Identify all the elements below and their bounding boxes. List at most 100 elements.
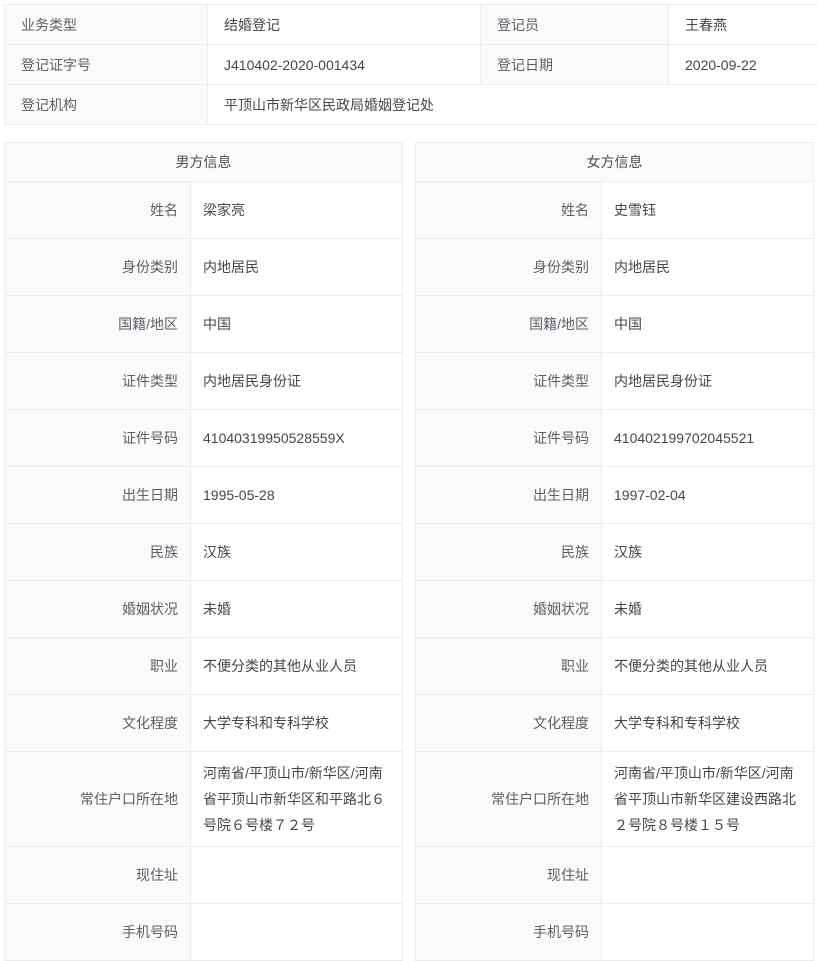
male-id-type-label: 证件类型: [5, 353, 191, 410]
male-household-address-value: 河南省/平顶山市/新华区/河南省平顶山市新华区和平路北６号院６号楼７２号: [191, 752, 403, 847]
table-row: 国籍/地区 中国: [5, 296, 402, 353]
male-education-label: 文化程度: [5, 695, 191, 752]
table-row: 现住址: [5, 847, 402, 904]
table-row: 身份类别 内地居民: [5, 239, 402, 296]
male-household-address-label: 常住户口所在地: [5, 752, 191, 847]
table-row: 出生日期 1995-05-28: [5, 467, 402, 524]
female-ethnicity-value: 汉族: [602, 524, 814, 581]
female-current-address-value: [602, 847, 814, 904]
female-phone-label: 手机号码: [416, 904, 602, 961]
male-marital-status-value: 未婚: [191, 581, 403, 638]
table-row: 证件号码 41040319950528559X: [5, 410, 402, 467]
female-marital-status-label: 婚姻状况: [416, 581, 602, 638]
registration-date-value: 2020-09-22: [669, 45, 817, 85]
female-household-address-label: 常住户口所在地: [416, 752, 602, 847]
female-id-number-label: 证件号码: [416, 410, 602, 467]
table-row: 证件类型 内地居民身份证: [416, 353, 813, 410]
female-name-label: 姓名: [416, 182, 602, 239]
female-info-panel: 女方信息 姓名 史雪钰 身份类别 内地居民 国籍/地区 中国: [415, 142, 814, 961]
table-row: 婚姻状况 未婚: [416, 581, 813, 638]
table-row: 姓名 史雪钰: [416, 182, 813, 239]
female-ethnicity-label: 民族: [416, 524, 602, 581]
female-birth-date-label: 出生日期: [416, 467, 602, 524]
male-info-panel: 男方信息 姓名 梁家亮 身份类别 内地居民 国籍/地区 中国: [4, 142, 403, 961]
table-row: 民族 汉族: [5, 524, 402, 581]
female-identity-category-label: 身份类别: [416, 239, 602, 296]
male-name-value: 梁家亮: [191, 182, 403, 239]
table-row: 文化程度 大学专科和专科学校: [5, 695, 402, 752]
female-household-address-value: 河南省/平顶山市/新华区/河南省平顶山市新华区建设西路北２号院８号楼１５号: [602, 752, 814, 847]
female-birth-date-value: 1997-02-04: [602, 467, 814, 524]
male-current-address-value: [191, 847, 403, 904]
person-panels: 男方信息 姓名 梁家亮 身份类别 内地居民 国籍/地区 中国: [4, 142, 813, 961]
certificate-number-label: 登记证字号: [5, 45, 208, 85]
male-ethnicity-label: 民族: [5, 524, 191, 581]
male-current-address-label: 现住址: [5, 847, 191, 904]
female-id-type-label: 证件类型: [416, 353, 602, 410]
male-id-number-value: 41040319950528559X: [191, 410, 403, 467]
table-row: 证件号码 410402199702045521: [416, 410, 813, 467]
table-row: 职业 不便分类的其他从业人员: [416, 638, 813, 695]
business-type-label: 业务类型: [5, 5, 208, 45]
table-row: 登记证字号 J410402-2020-001434 登记日期 2020-09-2…: [5, 45, 817, 85]
female-nationality-label: 国籍/地区: [416, 296, 602, 353]
registrar-value: 王春燕: [669, 5, 817, 45]
table-row: 现住址: [416, 847, 813, 904]
female-id-number-value: 410402199702045521: [602, 410, 814, 467]
registration-date-label: 登记日期: [481, 45, 669, 85]
male-occupation-label: 职业: [5, 638, 191, 695]
table-row: 手机号码: [416, 904, 813, 961]
male-id-type-value: 内地居民身份证: [191, 353, 403, 410]
table-row: 身份类别 内地居民: [416, 239, 813, 296]
male-identity-category-value: 内地居民: [191, 239, 403, 296]
female-info-table: 姓名 史雪钰 身份类别 内地居民 国籍/地区 中国 证件类型 内地居民身份证: [416, 182, 813, 961]
table-row: 姓名 梁家亮: [5, 182, 402, 239]
male-identity-category-label: 身份类别: [5, 239, 191, 296]
table-row: 职业 不便分类的其他从业人员: [5, 638, 402, 695]
male-phone-value: [191, 904, 403, 961]
registration-office-label: 登记机构: [5, 85, 208, 125]
table-row: 民族 汉族: [416, 524, 813, 581]
female-education-value: 大学专科和专科学校: [602, 695, 814, 752]
male-panel-title: 男方信息: [5, 143, 402, 182]
male-nationality-label: 国籍/地区: [5, 296, 191, 353]
male-ethnicity-value: 汉族: [191, 524, 403, 581]
female-panel-title: 女方信息: [416, 143, 813, 182]
male-id-number-label: 证件号码: [5, 410, 191, 467]
table-row: 常住户口所在地 河南省/平顶山市/新华区/河南省平顶山市新华区建设西路北２号院８…: [416, 752, 813, 847]
female-occupation-label: 职业: [416, 638, 602, 695]
female-current-address-label: 现住址: [416, 847, 602, 904]
male-name-label: 姓名: [5, 182, 191, 239]
male-birth-date-label: 出生日期: [5, 467, 191, 524]
female-education-label: 文化程度: [416, 695, 602, 752]
male-occupation-value: 不便分类的其他从业人员: [191, 638, 403, 695]
male-nationality-value: 中国: [191, 296, 403, 353]
table-row: 国籍/地区 中国: [416, 296, 813, 353]
table-row: 登记机构 平顶山市新华区民政局婚姻登记处: [5, 85, 817, 125]
business-type-value: 结婚登记: [208, 5, 481, 45]
female-marital-status-value: 未婚: [602, 581, 814, 638]
table-row: 常住户口所在地 河南省/平顶山市/新华区/河南省平顶山市新华区和平路北６号院６号…: [5, 752, 402, 847]
table-row: 手机号码: [5, 904, 402, 961]
female-identity-category-value: 内地居民: [602, 239, 814, 296]
male-info-table: 姓名 梁家亮 身份类别 内地居民 国籍/地区 中国 证件类型 内地居民身份证: [5, 182, 402, 961]
male-phone-label: 手机号码: [5, 904, 191, 961]
certificate-number-value: J410402-2020-001434: [208, 45, 481, 85]
female-name-value: 史雪钰: [602, 182, 814, 239]
male-education-value: 大学专科和专科学校: [191, 695, 403, 752]
male-birth-date-value: 1995-05-28: [191, 467, 403, 524]
table-row: 出生日期 1997-02-04: [416, 467, 813, 524]
registrar-label: 登记员: [481, 5, 669, 45]
table-row: 证件类型 内地居民身份证: [5, 353, 402, 410]
female-phone-value: [602, 904, 814, 961]
registration-summary-table: 业务类型 结婚登记 登记员 王春燕 登记证字号 J410402-2020-001…: [4, 4, 817, 125]
registration-office-value: 平顶山市新华区民政局婚姻登记处: [208, 85, 817, 125]
table-row: 婚姻状况 未婚: [5, 581, 402, 638]
table-row: 业务类型 结婚登记 登记员 王春燕: [5, 5, 817, 45]
female-occupation-value: 不便分类的其他从业人员: [602, 638, 814, 695]
marriage-registration-record: 业务类型 结婚登记 登记员 王春燕 登记证字号 J410402-2020-001…: [0, 4, 817, 961]
female-nationality-value: 中国: [602, 296, 814, 353]
male-marital-status-label: 婚姻状况: [5, 581, 191, 638]
female-id-type-value: 内地居民身份证: [602, 353, 814, 410]
table-row: 文化程度 大学专科和专科学校: [416, 695, 813, 752]
